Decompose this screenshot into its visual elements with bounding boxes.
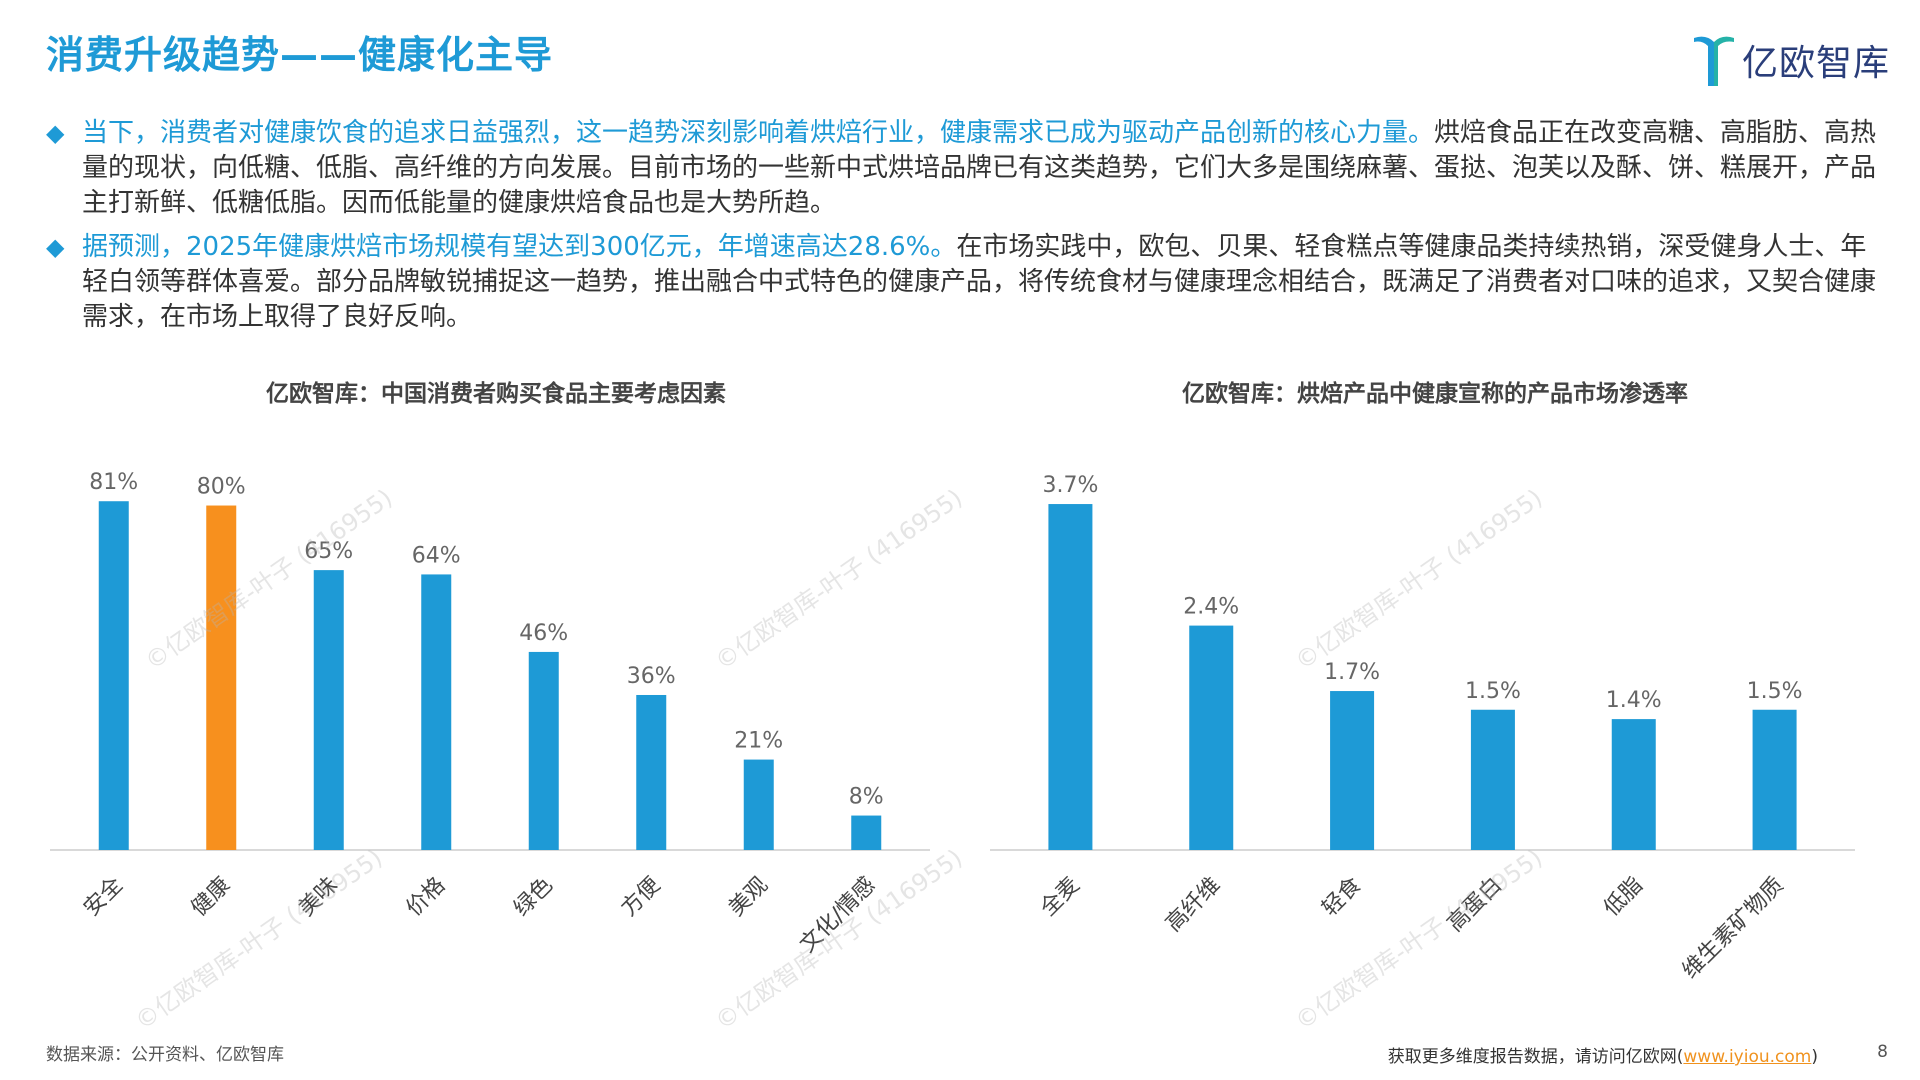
footer-more-info: 获取更多维度报告数据，请访问亿欧网(www.iyiou.com)	[1388, 1042, 1818, 1067]
data-label: 1.5%	[1747, 679, 1803, 704]
bar	[528, 651, 559, 850]
data-label: 1.7%	[1324, 660, 1380, 685]
diamond-bullet-icon: ◆	[46, 119, 65, 147]
footer-more-text: 获取更多维度报告数据，请访问亿欧网(	[1387, 1047, 1684, 1067]
data-label: 1.4%	[1606, 688, 1662, 713]
bar	[851, 815, 882, 850]
category-label: 方便	[617, 873, 666, 922]
category-label: 文化/情感	[795, 873, 880, 958]
category-label: 全麦	[1036, 873, 1085, 922]
bar	[98, 501, 129, 850]
data-label: 3.7%	[1042, 473, 1098, 498]
data-label: 65%	[304, 539, 353, 564]
paragraph-2-text: 在市场实践中，欧包、贝果、轻食糕点等健康品类持续热销，深受健身人士、年轻白领等群…	[82, 232, 1877, 332]
bar	[1752, 709, 1797, 850]
bar	[1189, 625, 1234, 850]
page-number: 8	[1877, 1042, 1888, 1062]
data-label: 81%	[89, 470, 138, 495]
category-label: 健康	[187, 873, 236, 922]
category-label: 价格	[402, 873, 451, 922]
data-label: 36%	[627, 664, 676, 689]
logo-text: 亿欧智库	[1741, 43, 1890, 84]
chart-2: 3.7% 全麦 2.4% 高纤维 1.7% 轻食 1.5% 高蛋白 1.4% 低脂 1.5% 维生素矿…	[990, 473, 1855, 984]
paragraph-1-text: 烘焙食品正在改变高糖、高脂肪、高热量的现状，向低糖、低脂、高纤维的方向发展。目前…	[82, 118, 1877, 218]
paragraph-2: ◆ 据预测，2025年健康烘焙市场规模有望达到300亿元，年增速高达28.6%。…	[46, 230, 1886, 335]
chart-1: 81% 安全 80% 健康 65% 美味 64% 价格 46% 绿色 36% 方便 21% 美观 8% 文化/…	[50, 470, 930, 958]
paragraph-1: ◆ 当下，消费者对健康饮食的追求日益强烈，这一趋势深刻影响着烘焙行业，健康需求已…	[46, 116, 1886, 221]
diamond-bullet-icon: ◆	[46, 233, 65, 261]
category-label: 安全	[79, 873, 128, 922]
data-label: 46%	[519, 621, 568, 646]
category-label: 低脂	[1599, 873, 1648, 922]
chart-2-title: 亿欧智库：烘焙产品中健康宣称的产品市场渗透率	[1182, 381, 1688, 407]
logo-mark-icon	[1693, 36, 1734, 86]
paragraph-2-highlight: 据预测，2025年健康烘焙市场规模有望达到300亿元，年增速高达28.6%。	[82, 232, 957, 262]
bar	[206, 505, 237, 850]
chart-1-title: 亿欧智库：中国消费者购买食品主要考虑因素	[266, 381, 726, 407]
data-label: 1.5%	[1465, 679, 1521, 704]
category-label: 维生素矿物质	[1678, 873, 1789, 984]
category-label: 高蛋白	[1443, 873, 1507, 937]
bar	[743, 759, 774, 850]
data-label: 21%	[734, 729, 783, 754]
data-label: 64%	[412, 543, 461, 568]
bar	[1470, 709, 1515, 850]
bar	[313, 570, 344, 850]
paragraph-1-highlight: 当下，消费者对健康饮食的追求日益强烈，这一趋势深刻影响着烘焙行业，健康需求已成为…	[82, 118, 1435, 148]
footer-more-close: )	[1811, 1047, 1818, 1067]
category-label: 绿色	[509, 873, 558, 922]
bar	[636, 694, 667, 850]
category-label: 美观	[724, 873, 773, 922]
website-link[interactable]: www.iyiou.com	[1683, 1047, 1812, 1067]
data-label: 2.4%	[1183, 595, 1239, 620]
bar	[1611, 719, 1656, 850]
bar	[421, 574, 452, 850]
category-label: 高纤维	[1161, 873, 1225, 937]
data-label: 80%	[197, 475, 246, 500]
bar	[1330, 691, 1375, 850]
category-label: 美味	[294, 873, 343, 922]
page-title: 消费升级趋势——健康化主导	[46, 33, 554, 77]
data-label: 8%	[849, 785, 884, 810]
bar	[1048, 504, 1093, 850]
data-source: 数据来源：公开资料、亿欧智库	[46, 1045, 284, 1065]
category-label: 轻食	[1318, 873, 1367, 922]
brand-logo: 亿欧智库	[1692, 30, 1890, 90]
